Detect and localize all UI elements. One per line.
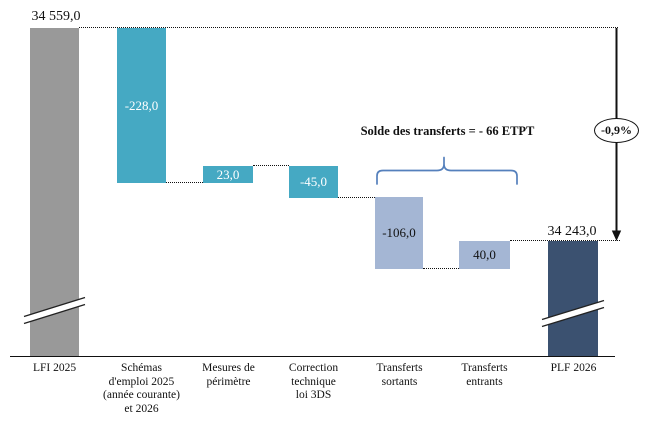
axis-label-correction-3ds: Correction technique loi 3DS [263,362,364,403]
connector-top-level [79,27,618,28]
axis-label-mesures-perimetre: Mesures de périmètre [178,362,279,389]
transfers-brace [376,156,518,185]
bar-schemas-emploi: -228,0 [117,28,166,183]
axis-label-schemas-emploi: Schémas d'emploi 2025 (année courante) e… [91,362,192,416]
connector-2-3 [253,165,289,166]
connector-end-level [510,240,620,241]
bar-plf-2026 [548,241,598,357]
axis-label-line: PLF 2026 [550,362,597,374]
percent-change-label: -0,9% [601,123,632,137]
bar-transferts-sortants: -106,0 [375,197,423,269]
axis-label-plf-2026: PLF 2026 [523,362,624,376]
axis-label-line: technique [291,375,336,388]
axis-label-line: périmètre [206,375,251,388]
end-total-label: 34 243,0 [547,224,597,239]
axis-label-line: Mesures de [202,362,255,374]
connector-4-5 [423,268,459,269]
axis-label-line: (année courante) [103,389,180,401]
bar-mesures-perimetre: 23,0 [203,166,253,183]
bar-value-label: 23,0 [216,166,240,182]
axis-label-line: sortants [381,375,418,388]
connector-1-2 [166,182,203,183]
axis-label-line: entrants [466,375,503,388]
axis-label-line: Correction [288,362,339,374]
bar-value-label: -228,0 [124,97,159,113]
transfers-annotation: Solde des transferts = - 66 ETPT [360,124,535,138]
axis-label-line: Transferts [376,362,423,374]
connector-3-4 [338,197,375,198]
axis-label-line: LFI 2025 [32,362,77,374]
axis-label-line: loi 3DS [295,389,332,401]
x-axis-line [10,355,615,358]
percent-change-badge: -0,9% [594,118,639,143]
start-total-label: 34 559,0 [31,9,81,24]
axis-label-lfi-2025: LFI 2025 [4,362,105,376]
axis-label-line: et 2026 [124,402,159,415]
axis-label-transferts-entrants: Transferts entrants [434,362,535,389]
axis-label-transferts-sortants: Transferts sortants [349,362,450,389]
axis-label-line: Schémas [121,362,162,374]
bar-value-label: 40,0 [473,247,496,262]
axis-label-line: d'emploi 2025 [108,375,175,388]
bar-value-label: -45,0 [299,174,328,189]
bar-value-label: -106,0 [382,225,416,240]
bar-correction-3ds: -45,0 [289,166,338,198]
bar-lfi-2025 [30,28,79,357]
bar-transferts-entrants: 40,0 [459,241,510,269]
axis-label-line: Transferts [461,362,508,374]
